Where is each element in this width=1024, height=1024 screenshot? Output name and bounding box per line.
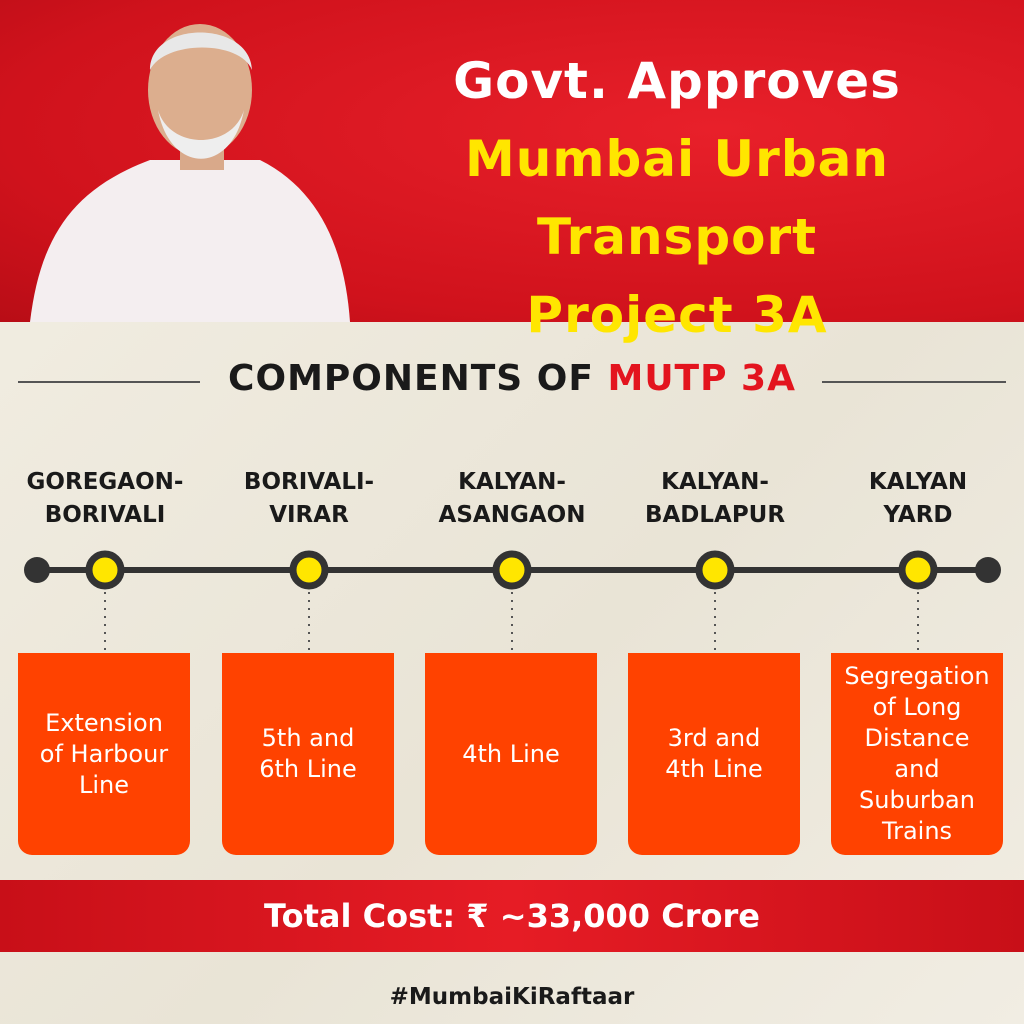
component-name: KALYAN- BADLAPUR <box>625 466 805 532</box>
total-cost: Total Cost: ₹ ~33,000 Crore <box>0 880 1024 952</box>
description-line: Line <box>78 770 129 799</box>
description-line: 6th Line <box>259 755 357 783</box>
component-box: 3rd and 4th Line <box>628 653 800 855</box>
title-line: Mumbai Urban Transport <box>465 130 889 266</box>
name-line: KALYAN <box>868 469 968 495</box>
station-dot <box>695 550 735 590</box>
title-line: Project 3A <box>526 286 828 344</box>
component-box: Segregation of Long Distance and Suburban Tra… <box>831 653 1003 855</box>
station-dot <box>85 550 125 590</box>
description-line: 4th Line <box>462 739 560 768</box>
name-line: KALYAN- <box>661 469 769 495</box>
station-dot <box>289 550 329 590</box>
description-line: Distance <box>864 724 970 752</box>
name-line: YARD <box>883 502 953 528</box>
name-line: BADLAPUR <box>644 502 786 528</box>
name-line: GOREGAON- <box>26 469 184 495</box>
component-name: GOREGAON- BORIVALI <box>15 466 195 532</box>
portrait <box>30 24 350 322</box>
description-line: Suburban <box>859 786 975 814</box>
header-band: Govt. Approves Mumbai Urban Transport Proj… <box>0 0 1024 344</box>
component-name: KALYAN- ASANGAON <box>422 466 602 532</box>
component-box: 4th Line <box>425 653 597 855</box>
description-line: and <box>894 755 940 783</box>
description-line: 3rd and <box>667 724 761 752</box>
component-box: Extension of Harbour Line <box>18 653 190 855</box>
hashtag: #MumbaiKiRaftaar <box>389 984 635 1010</box>
name-line: ASANGAON <box>438 502 586 528</box>
timeline <box>24 550 1001 652</box>
name-line: KALYAN- <box>458 469 566 495</box>
name-line: BORIVALI- <box>243 469 375 495</box>
description-line: 5th and <box>261 724 355 752</box>
section-heading: COMPONENTS OF MUTP 3A <box>0 358 1024 399</box>
title: Govt. Approves Mumbai Urban Transport Proj… <box>330 42 1024 354</box>
name-line: BORIVALI <box>44 502 166 528</box>
station-dot <box>492 550 532 590</box>
component-box: 5th and 6th Line <box>222 653 394 855</box>
description-line: Trains <box>881 817 953 845</box>
heading-highlight: MUTP 3A <box>607 358 796 399</box>
description-line: 4th Line <box>665 755 763 783</box>
description-line: Extension <box>45 708 163 737</box>
description-line: of Harbour <box>39 739 169 768</box>
divider <box>822 381 1006 383</box>
component-name: BORIVALI- VIRAR <box>219 466 399 532</box>
name-line: VIRAR <box>269 502 349 528</box>
heading-text: COMPONENTS OF <box>228 358 594 399</box>
station-dot <box>898 550 938 590</box>
description-line: Segregation <box>844 662 990 690</box>
description-line: of Long <box>872 693 962 721</box>
title-line: Govt. Approves <box>453 52 901 110</box>
component-name: KALYAN YARD <box>828 466 1008 532</box>
divider <box>18 381 200 383</box>
